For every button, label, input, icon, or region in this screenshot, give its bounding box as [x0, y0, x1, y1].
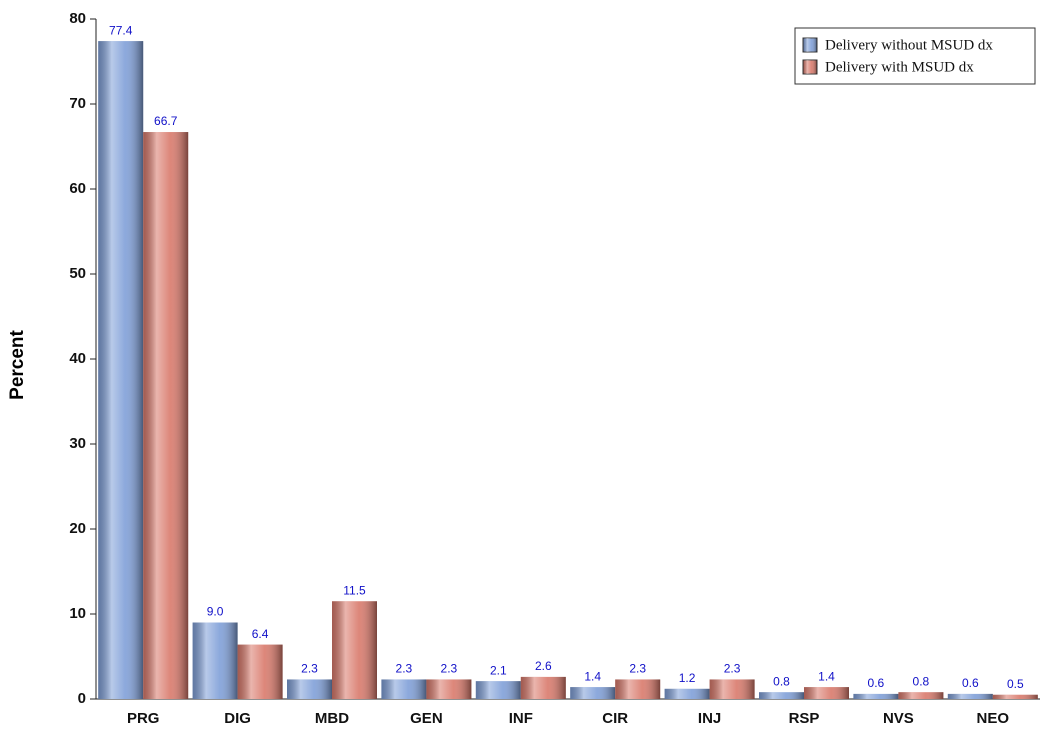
- bar-shade: [570, 687, 616, 699]
- value-label: 1.4: [584, 669, 601, 683]
- value-label: 1.4: [818, 669, 835, 683]
- y-tick-label: 30: [69, 435, 86, 452]
- x-tick-label: NEO: [977, 710, 1010, 727]
- y-tick-label: 60: [69, 180, 86, 197]
- value-label: 2.3: [724, 662, 741, 676]
- value-label: 0.6: [868, 676, 885, 690]
- value-label: 11.5: [343, 583, 366, 597]
- y-tick-label: 50: [69, 265, 86, 282]
- y-tick-label: 20: [69, 520, 86, 537]
- bar-shade: [898, 692, 944, 699]
- bar-shade: [520, 676, 566, 699]
- legend-swatch-shade: [803, 60, 817, 74]
- value-label: 2.3: [629, 662, 646, 676]
- value-label: 2.6: [535, 659, 552, 673]
- bar-shade: [475, 681, 521, 699]
- value-label: 77.4: [109, 23, 133, 37]
- y-tick-label: 10: [69, 605, 86, 622]
- bar-shade: [287, 679, 332, 699]
- value-label: 2.1: [490, 663, 507, 677]
- value-label: 66.7: [154, 114, 178, 128]
- x-tick-label: DIG: [224, 710, 251, 727]
- value-label: 0.5: [1007, 677, 1024, 691]
- value-label: 1.2: [679, 671, 696, 685]
- bar-shade: [98, 41, 144, 700]
- bar-shade: [709, 679, 755, 699]
- x-tick-label: INJ: [698, 710, 721, 727]
- value-label: 2.3: [301, 662, 318, 676]
- y-axis-label: Percent: [7, 329, 28, 399]
- y-tick-label: 80: [69, 10, 86, 27]
- bar-shade: [237, 644, 283, 699]
- value-label: 6.4: [252, 627, 269, 641]
- x-tick-label: INF: [509, 710, 533, 727]
- legend-swatch-shade: [803, 38, 817, 52]
- bar-shade: [332, 601, 377, 699]
- bar-shade: [992, 694, 1038, 699]
- value-label: 0.8: [773, 674, 790, 688]
- bar-shade: [143, 132, 189, 700]
- bar-shade: [947, 693, 993, 699]
- bar-shade: [664, 688, 710, 699]
- bar-shade: [381, 679, 427, 699]
- x-tick-label: PRG: [127, 710, 160, 727]
- bar-shade: [192, 622, 238, 699]
- bar-shade: [759, 692, 804, 699]
- y-tick-label: 40: [69, 350, 86, 367]
- bar-shade: [804, 687, 849, 699]
- value-label: 2.3: [396, 662, 413, 676]
- value-label: 0.8: [913, 674, 930, 688]
- bar-shade: [853, 693, 899, 699]
- x-tick-label: RSP: [789, 710, 820, 727]
- x-tick-label: NVS: [883, 710, 914, 727]
- x-tick-label: MBD: [315, 710, 349, 727]
- y-tick-label: 70: [69, 95, 86, 112]
- value-label: 0.6: [962, 676, 979, 690]
- x-tick-label: CIR: [602, 710, 628, 727]
- value-label: 2.3: [441, 662, 458, 676]
- legend-label: Delivery without MSUD dx: [825, 37, 993, 53]
- bar-shade: [426, 679, 472, 699]
- y-tick-label: 0: [78, 690, 86, 707]
- legend-label: Delivery with MSUD dx: [825, 59, 974, 75]
- bar-shade: [615, 679, 661, 699]
- legend-box: [794, 27, 1036, 85]
- value-label: 9.0: [207, 605, 224, 619]
- x-tick-label: GEN: [410, 710, 443, 727]
